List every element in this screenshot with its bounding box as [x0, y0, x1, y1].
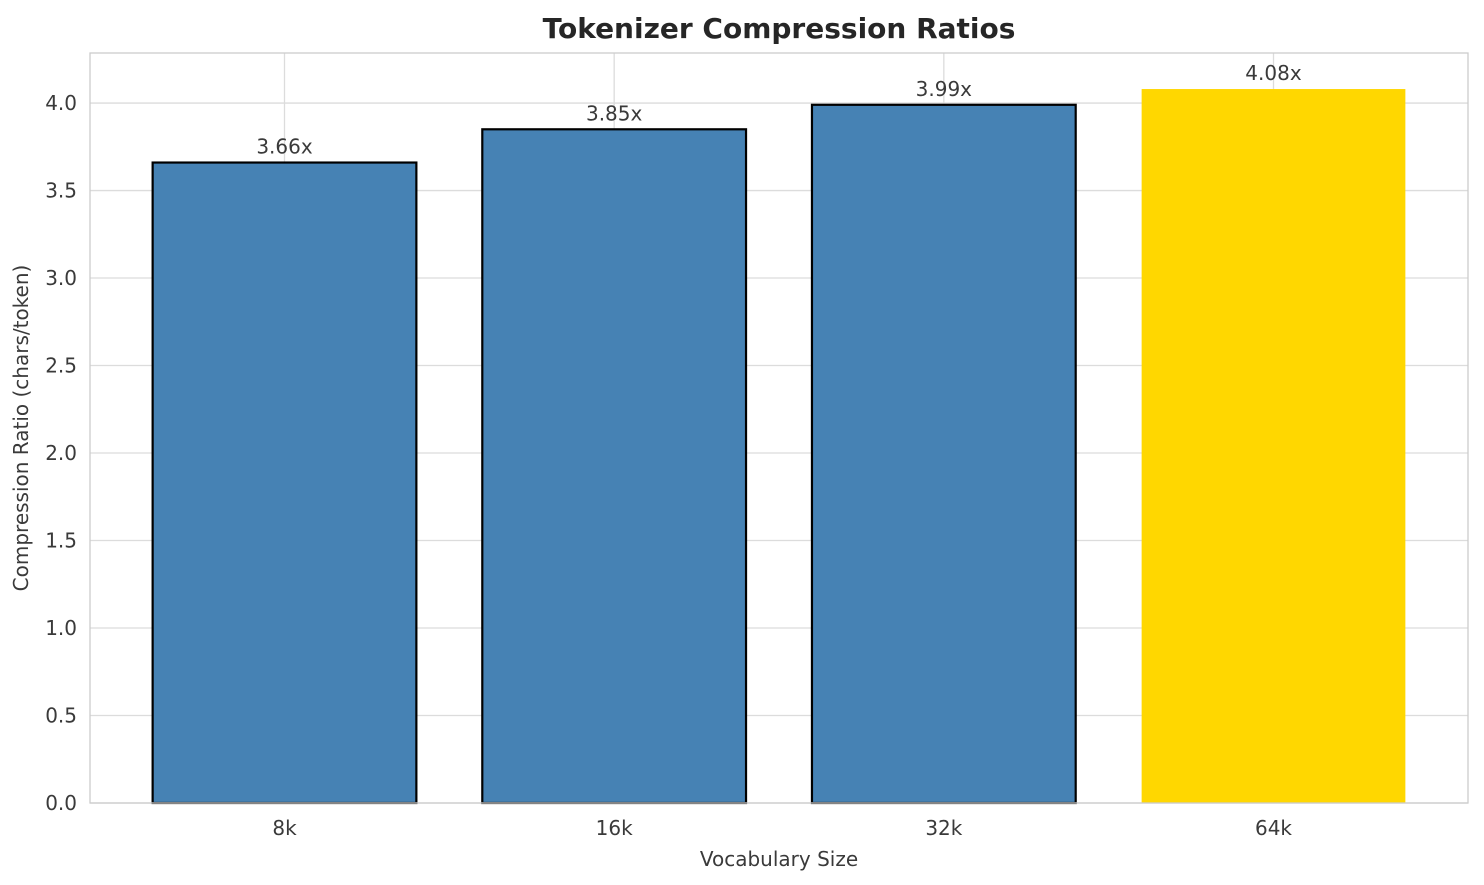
y-tick-label: 1.0 — [45, 616, 77, 640]
x-axis-label: Vocabulary Size — [700, 847, 858, 871]
x-tick-label: 8k — [272, 816, 297, 840]
x-tick-label: 32k — [925, 816, 962, 840]
bar — [151, 161, 418, 805]
y-tick-label: 0.5 — [45, 704, 77, 728]
y-axis-label: Compression Ratio (chars/token) — [9, 265, 33, 592]
bar-layer — [151, 89, 1406, 805]
bar-value-label: 3.99x — [916, 77, 973, 101]
y-tick-label: 1.5 — [45, 529, 77, 553]
x-tick-label: 64k — [1255, 816, 1292, 840]
bar — [481, 128, 748, 805]
y-tick-label: 2.5 — [45, 354, 77, 378]
bar-value-label: 4.08x — [1245, 61, 1302, 85]
chart-title: Tokenizer Compression Ratios — [543, 12, 1016, 45]
plot-border — [89, 52, 1469, 804]
label-layer: 0.0 0.5 1.0 1.5 2.0 2.5 3.0 3.5 4.0 3.66x 8k 3.85x 1… — [45, 61, 1302, 840]
y-tick-label: 0.0 — [45, 791, 77, 815]
y-tick-label: 2.0 — [45, 441, 77, 465]
bar-value-label: 3.66x — [256, 135, 313, 159]
bar — [1141, 89, 1406, 803]
bar-value-label: 3.85x — [586, 101, 643, 125]
x-tick-label: 16k — [596, 816, 633, 840]
y-tick-label: 3.5 — [45, 179, 77, 203]
y-tick-label: 4.0 — [45, 91, 77, 115]
bar — [810, 103, 1077, 805]
y-tick-label: 3.0 — [45, 266, 77, 290]
